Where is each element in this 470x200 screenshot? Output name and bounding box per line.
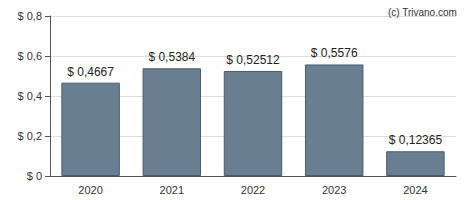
- svg-text:$ 0,12365: $ 0,12365: [389, 133, 443, 147]
- svg-text:$ 0,5576: $ 0,5576: [311, 46, 358, 60]
- svg-text:(c) Trivano.com: (c) Trivano.com: [388, 7, 457, 18]
- svg-text:2021: 2021: [160, 184, 184, 196]
- svg-text:2023: 2023: [322, 184, 346, 196]
- svg-text:2024: 2024: [403, 184, 427, 196]
- svg-text:$ 0: $ 0: [27, 170, 42, 182]
- svg-text:$ 0,6: $ 0,6: [18, 50, 42, 62]
- svg-text:2020: 2020: [78, 184, 102, 196]
- svg-text:$ 0,4: $ 0,4: [18, 90, 42, 102]
- svg-text:2022: 2022: [241, 184, 265, 196]
- svg-text:$ 0,52512: $ 0,52512: [226, 53, 280, 67]
- svg-text:$ 0,5384: $ 0,5384: [148, 50, 195, 64]
- svg-text:$ 0,2: $ 0,2: [18, 130, 42, 142]
- svg-text:$ 0,4667: $ 0,4667: [67, 65, 114, 79]
- svg-text:$ 0,8: $ 0,8: [18, 10, 42, 22]
